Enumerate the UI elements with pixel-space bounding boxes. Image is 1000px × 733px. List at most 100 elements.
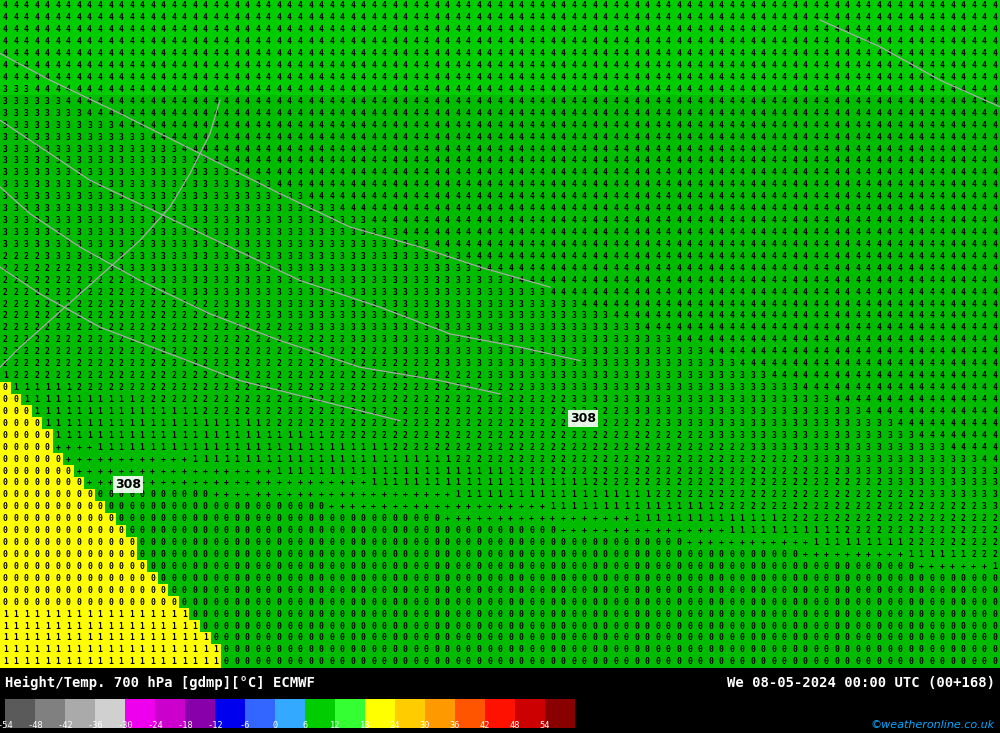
Text: 3: 3: [466, 300, 471, 309]
Bar: [442, 167, 453, 179]
Bar: [926, 632, 937, 644]
Bar: [589, 191, 600, 203]
Text: 1: 1: [129, 645, 134, 655]
Bar: [200, 334, 211, 346]
Text: 3: 3: [287, 228, 292, 237]
Bar: [189, 405, 200, 417]
Bar: [84, 572, 95, 584]
Text: 4: 4: [487, 156, 492, 166]
Text: 0: 0: [182, 597, 187, 607]
Bar: [674, 358, 684, 369]
Text: 4: 4: [245, 73, 250, 82]
Bar: [642, 513, 653, 525]
Text: 4: 4: [571, 192, 576, 202]
Text: 0: 0: [592, 562, 597, 571]
Text: 2: 2: [224, 312, 229, 320]
Text: 0: 0: [908, 633, 913, 642]
Bar: [147, 561, 158, 572]
Bar: [63, 596, 74, 608]
Bar: [674, 334, 684, 346]
Bar: [221, 12, 232, 24]
Text: 2: 2: [77, 312, 81, 320]
Text: 3: 3: [119, 180, 123, 189]
Bar: [958, 203, 968, 215]
Text: 4: 4: [771, 121, 776, 130]
Text: 2: 2: [382, 359, 387, 368]
Bar: [505, 167, 516, 179]
Bar: [295, 561, 305, 572]
Bar: [189, 644, 200, 656]
Bar: [421, 84, 432, 95]
Text: 3: 3: [171, 205, 176, 213]
Bar: [884, 322, 895, 334]
Text: 4: 4: [561, 37, 566, 46]
Bar: [126, 298, 137, 310]
Bar: [695, 358, 705, 369]
Bar: [726, 417, 737, 430]
Bar: [505, 358, 516, 369]
Text: 0: 0: [834, 597, 839, 607]
Bar: [789, 584, 800, 596]
Bar: [568, 167, 579, 179]
Text: 4: 4: [687, 312, 692, 320]
Bar: [32, 322, 42, 334]
Text: 0: 0: [66, 466, 71, 476]
Bar: [84, 24, 95, 36]
Bar: [989, 572, 1000, 584]
Bar: [705, 417, 716, 430]
Bar: [916, 334, 926, 346]
Bar: [84, 369, 95, 382]
Text: 4: 4: [824, 335, 829, 345]
Text: 2: 2: [203, 371, 208, 380]
Bar: [621, 274, 632, 286]
Bar: [789, 572, 800, 584]
Bar: [968, 513, 979, 525]
Text: 4: 4: [529, 169, 534, 177]
Bar: [168, 525, 179, 537]
Text: 2: 2: [298, 383, 302, 392]
Text: 0: 0: [550, 622, 555, 630]
Text: 4: 4: [929, 312, 934, 320]
Bar: [474, 226, 484, 238]
Bar: [853, 274, 863, 286]
Text: 3: 3: [950, 479, 955, 487]
Text: 4: 4: [698, 205, 702, 213]
Bar: [137, 72, 147, 84]
Text: 0: 0: [550, 645, 555, 655]
Text: 0: 0: [329, 645, 334, 655]
Bar: [168, 95, 179, 107]
Text: 4: 4: [950, 144, 955, 153]
Bar: [32, 143, 42, 155]
Bar: [695, 596, 705, 608]
Text: 4: 4: [992, 1, 997, 10]
Bar: [432, 644, 442, 656]
Text: 1: 1: [571, 479, 576, 487]
Text: 4: 4: [529, 73, 534, 82]
Bar: [232, 382, 242, 394]
Bar: [884, 84, 895, 95]
Text: 3: 3: [824, 443, 829, 452]
Bar: [674, 322, 684, 334]
Bar: [663, 215, 674, 226]
Bar: [821, 167, 832, 179]
Bar: [179, 179, 189, 191]
Text: 0: 0: [298, 515, 302, 523]
Bar: [579, 286, 589, 298]
Bar: [179, 24, 189, 36]
Bar: [842, 143, 853, 155]
Bar: [558, 322, 568, 334]
Bar: [137, 238, 147, 251]
Bar: [958, 572, 968, 584]
Bar: [442, 215, 453, 226]
Text: 2: 2: [519, 443, 523, 452]
Text: 4: 4: [655, 252, 660, 261]
Bar: [74, 501, 84, 513]
Bar: [305, 286, 316, 298]
Text: 4: 4: [950, 419, 955, 428]
Text: 0: 0: [592, 574, 597, 583]
Bar: [547, 561, 558, 572]
Text: 2: 2: [613, 479, 618, 487]
Bar: [42, 656, 53, 668]
Bar: [84, 334, 95, 346]
Bar: [189, 369, 200, 382]
